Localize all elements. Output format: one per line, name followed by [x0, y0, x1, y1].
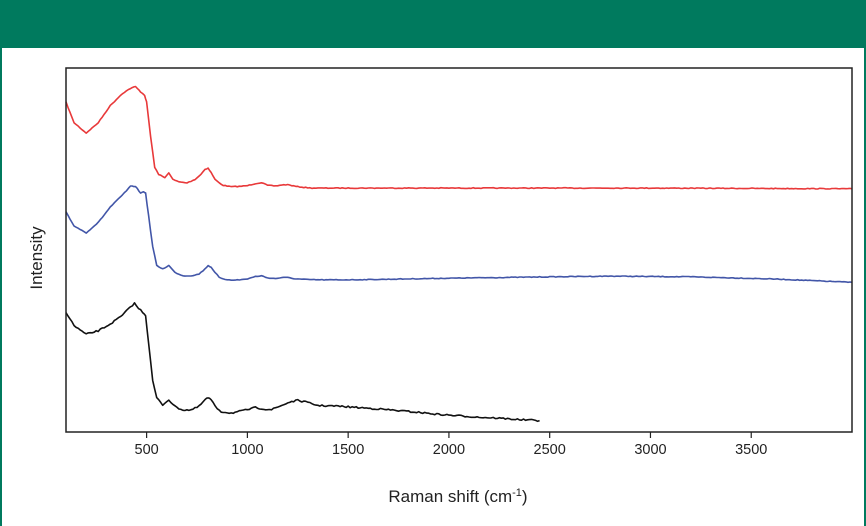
- x-tick-label: 3000: [634, 442, 666, 458]
- x-tick-label: 500: [135, 442, 159, 458]
- x-tick-label: 3500: [735, 442, 767, 458]
- x-axis-title-end: ): [522, 487, 528, 506]
- y-axis-title: Intensity: [27, 226, 46, 290]
- x-axis-title: Raman shift (cm-1): [388, 487, 527, 506]
- x-tick-label: 1500: [332, 442, 364, 458]
- x-axis-ticks: 500 1000 1500 2000 2500 3000 3500: [135, 432, 767, 458]
- x-tick-label: 2500: [534, 442, 566, 458]
- plot-area-border: [65, 67, 853, 433]
- spectrum-line-3: [65, 301, 540, 423]
- x-tick-label: 2000: [433, 442, 465, 458]
- header-bar: [2, 0, 866, 48]
- x-axis-title-superscript: -1: [512, 487, 522, 499]
- x-tick-label: 1000: [231, 442, 263, 458]
- series-layer: [65, 85, 853, 423]
- spectrum-line-1: [65, 85, 853, 190]
- spectrum-line-2: [65, 185, 853, 284]
- x-axis-title-main: Raman shift (cm: [388, 487, 512, 506]
